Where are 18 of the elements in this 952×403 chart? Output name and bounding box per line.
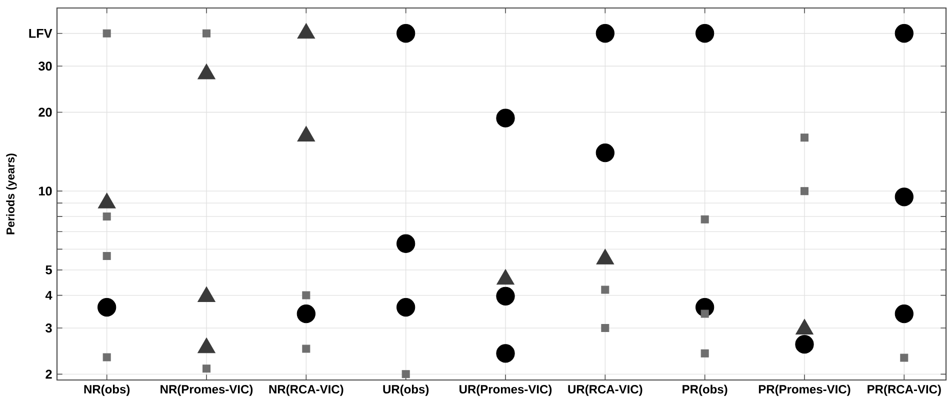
- y-tick-label: LFV: [29, 29, 52, 38]
- y-tick-label: 20: [38, 108, 52, 117]
- x-tick-label: UR(RCA-VIC): [568, 384, 642, 396]
- x-tick-label: UR(Promes-VIC): [460, 384, 552, 396]
- y-tick-label: 30: [38, 62, 52, 71]
- x-tick-label: NR(obs): [84, 384, 130, 396]
- y-tick-label: 2: [46, 370, 52, 379]
- x-tick-label: NR(RCA-VIC): [269, 384, 344, 396]
- x-tick-label: PR(Promes-VIC): [758, 384, 850, 396]
- y-tick-label: 4: [45, 290, 52, 300]
- y-axis-title: Periods (years): [6, 154, 17, 234]
- x-tick-label: PR(RCA-VIC): [868, 384, 941, 396]
- y-tick-label: 3: [46, 324, 52, 333]
- x-tick-label: UR(obs): [383, 384, 429, 396]
- y-tick-label: 5: [46, 266, 52, 274]
- y-tick-label: 10: [38, 186, 52, 196]
- x-tick-label: NR(Promes-VIC): [160, 384, 253, 396]
- x-tick-label: PR(obs): [682, 384, 728, 396]
